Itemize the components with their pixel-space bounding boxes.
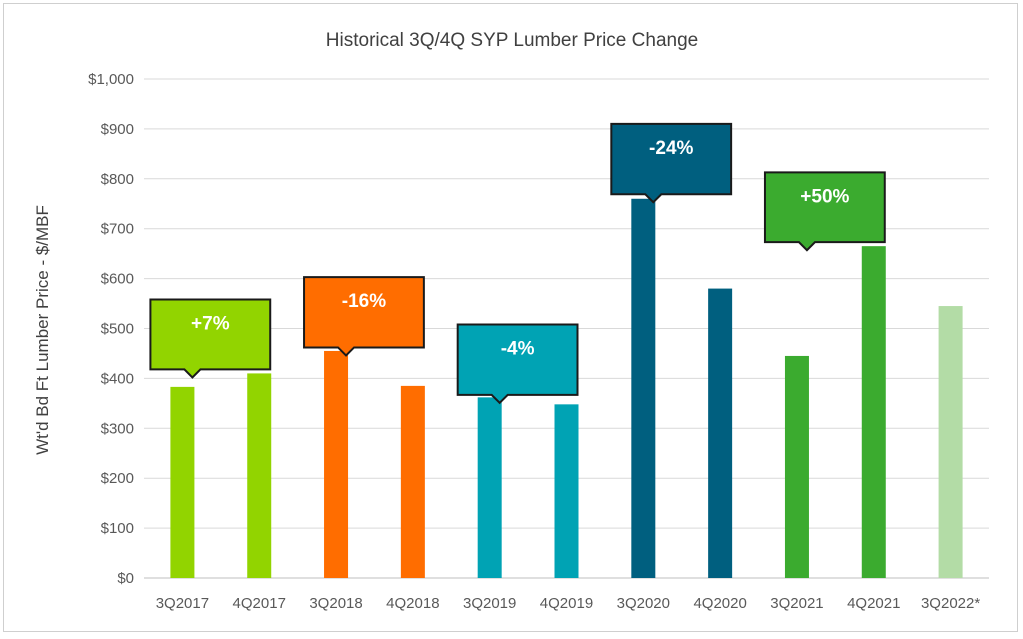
callout: -24% [610,122,733,204]
callout: +7% [149,298,272,379]
callout-box [610,122,733,204]
x-tick-label: 4Q2019 [540,595,593,612]
y-tick-label: $1,000 [88,71,134,88]
y-tick-label: $800 [101,171,134,188]
bar [247,373,272,578]
y-axis-label: Wt'd Bd Ft Lumber Price - $/MBF [33,205,52,455]
callout-label: +50% [800,186,849,207]
chart-frame: Historical 3Q/4Q SYP Lumber Price Change… [3,3,1018,632]
callout-box [303,276,425,357]
change-callouts: +7% -16% -4% -24% +50% [149,122,886,405]
x-tick-label: 3Q2019 [463,595,516,612]
y-tick-label: $100 [101,520,134,537]
bars [170,198,963,579]
callout-box [149,298,272,379]
y-tick-labels: $0 $100 $200 $300 $400 $500 $600 $700 $800 $900 $1… [88,71,134,587]
x-tick-label: 4Q2021 [847,595,900,612]
x-tick-label: 3Q2020 [617,595,670,612]
callout-label: -4% [501,339,535,360]
x-tick-labels: 3Q2017 4Q2017 3Q2018 4Q2018 3Q2019 4Q2019 3Q20… [156,595,981,612]
y-tick-label: $400 [101,370,134,387]
bar-chart: Historical 3Q/4Q SYP Lumber Price Change… [33,30,989,612]
x-tick-label: 3Q2017 [156,595,209,612]
callout: -16% [303,276,425,357]
callout-label: +7% [191,314,230,335]
callout-box [763,171,886,252]
y-tick-label: $200 [101,470,134,487]
callout-box [456,323,579,405]
y-tick-label: $900 [101,121,134,138]
x-tick-label: 3Q2022* [921,595,980,612]
callout: +50% [763,171,886,252]
callout-label: -24% [649,138,693,159]
chart-title: Historical 3Q/4Q SYP Lumber Price Change [326,30,698,51]
bar [708,288,733,578]
y-tick-label: $300 [101,420,134,437]
x-tick-label: 3Q2018 [309,595,362,612]
x-tick-label: 4Q2017 [233,595,286,612]
bar [784,355,809,578]
bar [170,386,195,578]
bar [324,350,349,578]
x-tick-label: 3Q2021 [770,595,823,612]
callout: -4% [456,323,579,405]
bar [938,306,963,578]
x-tick-label: 4Q2020 [693,595,746,612]
bar [400,385,425,578]
y-tick-label: $600 [101,271,134,288]
y-tick-label: $700 [101,221,134,238]
y-tick-label: $0 [117,570,134,587]
y-tick-label: $500 [101,321,134,338]
bar [477,397,502,578]
x-tick-label: 4Q2018 [386,595,439,612]
bar [861,246,886,579]
callout-label: -16% [342,291,386,312]
bar [631,198,656,578]
bar [554,404,579,578]
